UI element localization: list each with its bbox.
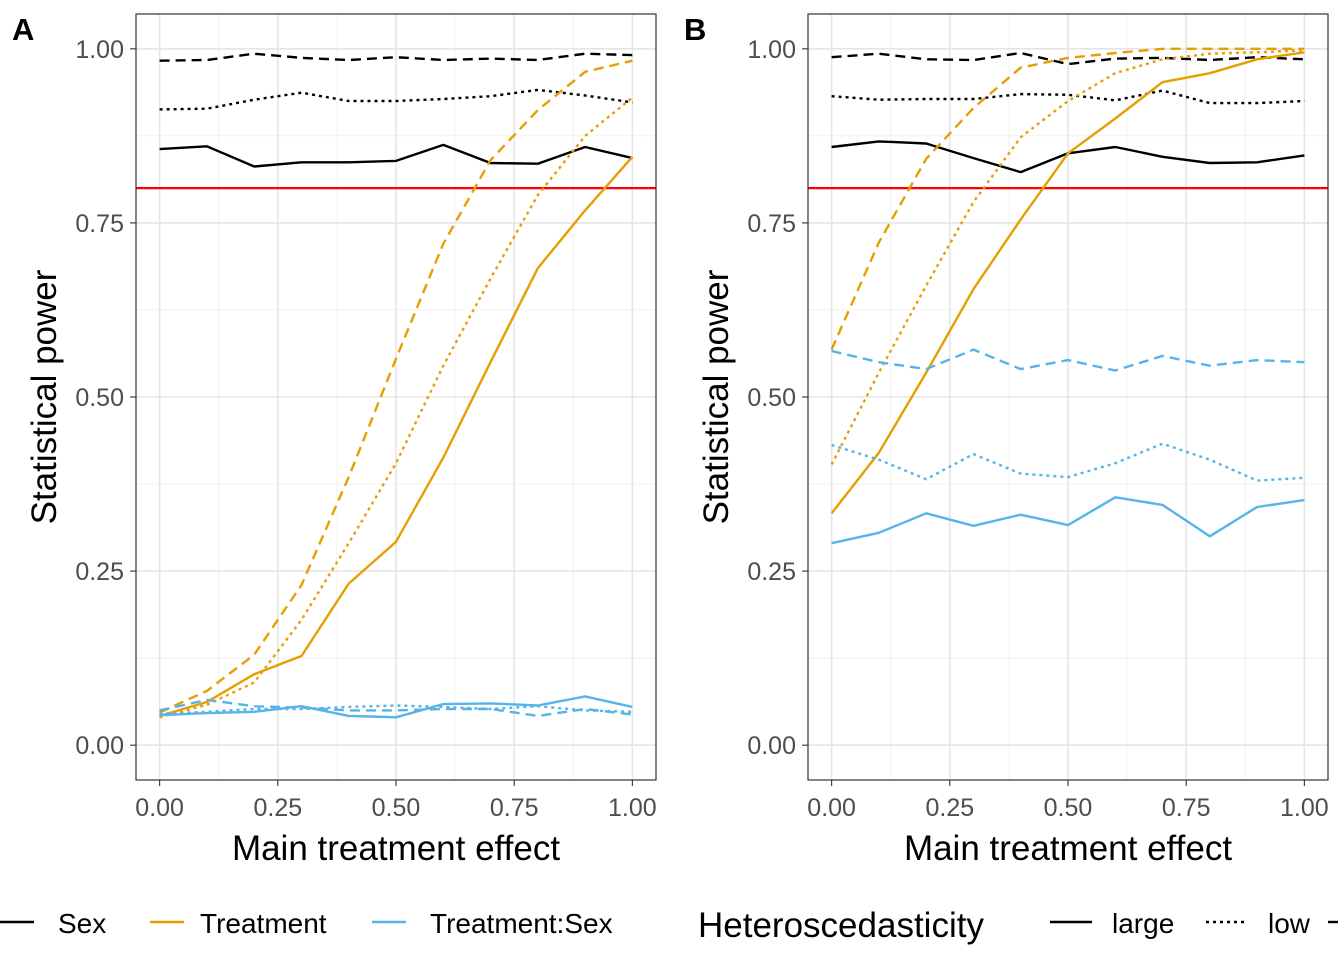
panel-b-series-treatment-sex-low xyxy=(831,442,1305,482)
panel-a-x-tick-label-1: 0.25 xyxy=(253,794,302,822)
panel-a-x-tick-label-0: 0.00 xyxy=(135,794,184,822)
panel-a-x-tick-label-2: 0.50 xyxy=(372,794,421,822)
legend-label-large: large xyxy=(1112,908,1174,939)
legend-label-treatment: Treatment xyxy=(200,908,327,939)
panel-b-series-treatment-large xyxy=(830,51,1305,515)
panel-b-x-tick-label-2: 0.50 xyxy=(1044,794,1093,822)
legend: Sex Treatment Treatment:Sex Heteroscedas… xyxy=(0,906,1344,945)
panel-a-x-tick-label-4: 1.00 xyxy=(608,794,657,822)
panel-b-y-tick-label-1: 0.25 xyxy=(747,558,796,586)
legend-title-heteroscedasticity: Heteroscedasticity xyxy=(698,906,984,945)
panel-b-ticks: 0.00 0.25 0.50 0.75 1.00 0.00 0.25 0.50 0.75 1.00 xyxy=(747,36,1328,822)
legend-label-low: low xyxy=(1268,908,1311,939)
panel-a: 0.00 0.25 0.50 0.75 1.00 0.00 0.25 0.50 0.75 1.00… xyxy=(12,12,657,868)
panel-a-y-tick-label-4: 1.00 xyxy=(75,36,124,64)
panel-a-tag: A xyxy=(12,12,34,47)
panel-a-y-tick-label-1: 0.25 xyxy=(75,558,124,586)
legend-label-sex: Sex xyxy=(58,908,106,939)
panel-a-series-treatment-sex-dashed xyxy=(159,698,633,718)
panel-a-series-treatment-sex-low xyxy=(159,704,633,715)
panel-b-series-treatment-sex-large xyxy=(831,496,1305,545)
panel-a-y-axis-label: Statistical power xyxy=(25,269,64,524)
panel-a-y-tick-label-3: 0.75 xyxy=(75,210,124,238)
panel-b-series xyxy=(830,47,1305,545)
panel-b-series-sex-low xyxy=(831,89,1305,105)
panel-a-series-sex-large xyxy=(159,143,633,168)
panel-a-y-tick-label-0: 0.00 xyxy=(75,732,124,760)
panel-a-x-axis-label: Main treatment effect xyxy=(232,829,560,868)
panel-b-x-axis-label: Main treatment effect xyxy=(904,829,1232,868)
panel-b-x-tick-label-0: 0.00 xyxy=(807,794,856,822)
panel-b: 0.00 0.25 0.50 0.75 1.00 0.00 0.25 0.50 0.75 1.00… xyxy=(684,12,1329,868)
panel-b-y-tick-label-4: 1.00 xyxy=(747,36,796,64)
panel-b-tag: B xyxy=(684,12,706,47)
panel-b-x-tick-label-1: 0.25 xyxy=(925,794,974,822)
panel-a-y-tick-label-2: 0.50 xyxy=(75,384,124,412)
panel-a-ticks: 0.00 0.25 0.50 0.75 1.00 0.00 0.25 0.50 0.75 1.00 xyxy=(75,36,656,822)
panel-b-series-treatment-dashed xyxy=(830,47,1305,351)
panel-a-series-treatment-dashed xyxy=(159,59,633,714)
panel-b-y-tick-label-3: 0.75 xyxy=(747,210,796,238)
panel-b-y-tick-label-0: 0.00 xyxy=(747,732,796,760)
panel-b-series-treatment-sex-dashed xyxy=(831,348,1305,372)
panel-a-series-sex-low xyxy=(159,88,633,111)
panel-a-grid xyxy=(136,14,656,780)
panel-b-x-tick-label-3: 0.75 xyxy=(1162,794,1211,822)
panel-a-series-treatment-large xyxy=(159,156,634,718)
panel-b-y-axis-label: Statistical power xyxy=(697,269,736,524)
panel-b-grid xyxy=(808,14,1328,780)
panel-b-series-treatment-low xyxy=(830,49,1305,466)
panel-b-y-tick-label-2: 0.50 xyxy=(747,384,796,412)
legend-label-treatment-sex: Treatment:Sex xyxy=(430,908,613,939)
panel-b-x-tick-label-4: 1.00 xyxy=(1280,794,1329,822)
panel-a-x-tick-label-3: 0.75 xyxy=(490,794,539,822)
panel-a-series-treatment-sex-large xyxy=(159,695,633,719)
panel-a-series xyxy=(159,52,634,719)
